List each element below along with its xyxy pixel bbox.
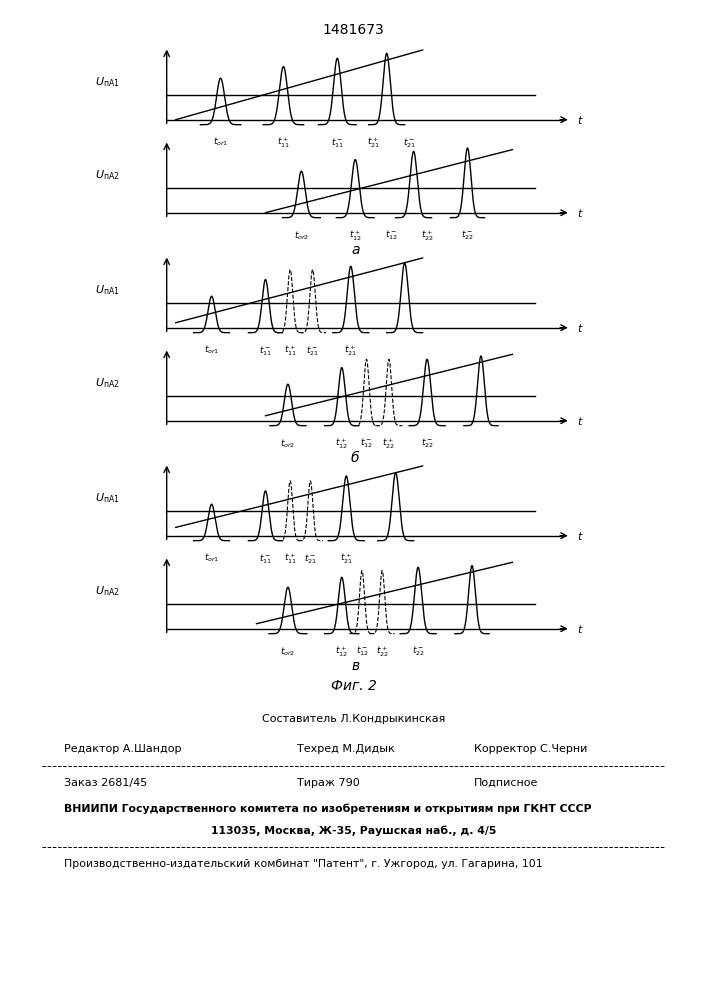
Text: $t^+_{12}$: $t^+_{12}$ [349, 229, 362, 243]
Text: $t$: $t$ [578, 415, 584, 427]
Text: $U_{\mathregular{пА2}}$: $U_{\mathregular{пА2}}$ [95, 168, 120, 182]
Text: $t^+_{21}$: $t^+_{21}$ [340, 552, 353, 566]
Text: $t$: $t$ [578, 322, 584, 334]
Text: $U_{\mathregular{пА1}}$: $U_{\mathregular{пА1}}$ [95, 75, 120, 89]
Text: ВНИИПИ Государственного комитета по изобретениям и открытиям при ГКНТ СССР: ВНИИПИ Государственного комитета по изоб… [64, 803, 591, 814]
Text: $t^-_{22}$: $t^-_{22}$ [421, 437, 433, 450]
Text: Заказ 2681/45: Заказ 2681/45 [64, 778, 147, 788]
Text: Редактор А.Шандор: Редактор А.Шандор [64, 744, 181, 754]
Text: $t$: $t$ [578, 530, 584, 542]
Text: Техред М.Дидык: Техред М.Дидык [297, 744, 395, 754]
Text: Фиг. 2: Фиг. 2 [331, 679, 376, 693]
Text: $t_{or1}$: $t_{or1}$ [204, 552, 219, 564]
Text: $t_{or2}$: $t_{or2}$ [280, 645, 296, 658]
Text: Подписное: Подписное [474, 778, 538, 788]
Text: $t^+_{22}$: $t^+_{22}$ [421, 229, 433, 243]
Text: $t^+_{12}$: $t^+_{12}$ [335, 645, 349, 659]
Text: $t_{or1}$: $t_{or1}$ [213, 136, 228, 148]
Text: $U_{\mathregular{пА2}}$: $U_{\mathregular{пА2}}$ [95, 376, 120, 390]
Text: $t$: $t$ [578, 114, 584, 126]
Text: $t^-_{12}$: $t^-_{12}$ [360, 437, 373, 450]
Text: $t^+_{22}$: $t^+_{22}$ [382, 437, 395, 451]
Text: $t^-_{22}$: $t^-_{22}$ [411, 645, 425, 658]
Text: $t^+_{21}$: $t^+_{21}$ [344, 344, 357, 358]
Text: $t^-_{22}$: $t^-_{22}$ [461, 229, 474, 242]
Text: Корректор С.Черни: Корректор С.Черни [474, 744, 587, 754]
Text: $t_{or2}$: $t_{or2}$ [280, 437, 296, 450]
Text: $t_{or2}$: $t_{or2}$ [293, 229, 309, 241]
Text: а: а [351, 243, 360, 257]
Text: $t^+_{11}$: $t^+_{11}$ [284, 344, 297, 358]
Text: $U_{\mathregular{пА1}}$: $U_{\mathregular{пА1}}$ [95, 283, 120, 297]
Text: $U_{\mathregular{пА1}}$: $U_{\mathregular{пА1}}$ [95, 491, 120, 505]
Text: $t^-_{12}$: $t^-_{12}$ [356, 645, 368, 658]
Text: Составитель Л.Кондрыкинская: Составитель Л.Кондрыкинская [262, 714, 445, 724]
Text: $t^+_{11}$: $t^+_{11}$ [284, 552, 297, 566]
Text: $t_{or1}$: $t_{or1}$ [204, 344, 219, 357]
Text: $t^+_{12}$: $t^+_{12}$ [335, 437, 349, 451]
Text: 1481673: 1481673 [322, 23, 385, 37]
Text: $U_{\mathregular{пА2}}$: $U_{\mathregular{пА2}}$ [95, 584, 120, 598]
Text: $t^-_{11}$: $t^-_{11}$ [259, 552, 272, 566]
Text: Тираж 790: Тираж 790 [297, 778, 360, 788]
Text: $t^+_{21}$: $t^+_{21}$ [367, 136, 380, 150]
Text: $t^+_{22}$: $t^+_{22}$ [375, 645, 389, 659]
Text: $t^-_{21}$: $t^-_{21}$ [306, 344, 319, 358]
Text: $t^-_{11}$: $t^-_{11}$ [331, 136, 344, 149]
Text: 113035, Москва, Ж-35, Раушская наб., д. 4/5: 113035, Москва, Ж-35, Раушская наб., д. … [211, 825, 496, 835]
Text: $t$: $t$ [578, 623, 584, 635]
Text: $t$: $t$ [578, 207, 584, 219]
Text: $t^+_{11}$: $t^+_{11}$ [277, 136, 290, 150]
Text: б: б [351, 451, 360, 465]
Text: $t^-_{11}$: $t^-_{11}$ [259, 344, 272, 358]
Text: $t^-_{21}$: $t^-_{21}$ [402, 136, 416, 149]
Text: в: в [351, 659, 359, 673]
Text: $t^-_{12}$: $t^-_{12}$ [385, 229, 397, 242]
Text: Производственно-издательский комбинат "Патент", г. Ужгород, ул. Гагарина, 101: Производственно-издательский комбинат "П… [64, 859, 542, 869]
Text: $t^-_{21}$: $t^-_{21}$ [304, 552, 317, 566]
